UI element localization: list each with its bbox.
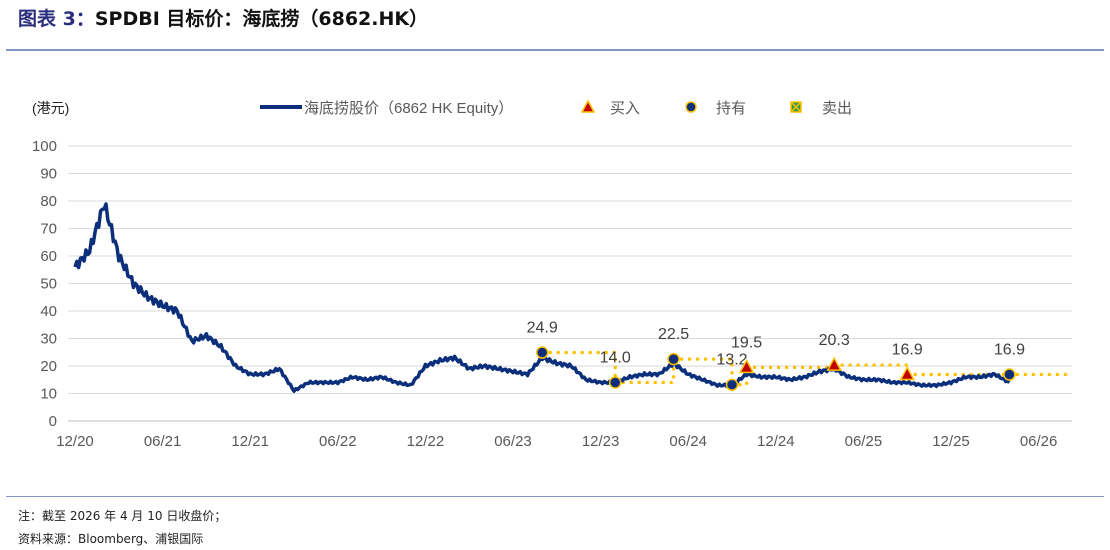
- target-price-line: [730, 365, 749, 387]
- target-price-line: [540, 350, 617, 385]
- legend-buy: 买入: [610, 100, 640, 117]
- x-tick-label: 12/24: [757, 433, 795, 450]
- x-tick-label: 12/25: [932, 433, 970, 450]
- x-tick-label: 12/23: [582, 433, 620, 450]
- y-tick-label: 30: [40, 331, 57, 348]
- legend-hold: 持有: [716, 100, 746, 117]
- footnote: 注：截至 2026 年 4 月 10 日收盘价；: [18, 509, 227, 523]
- target-price-label: 16.9: [994, 342, 1025, 359]
- target-price-label: 16.9: [892, 342, 923, 359]
- x-tick-label: 12/21: [231, 433, 269, 450]
- y-tick-label: 50: [40, 276, 57, 293]
- x-tick-label: 06/21: [144, 433, 182, 450]
- buy-marker-triangle-icon: [738, 358, 755, 374]
- figure-title-text: SPDBI 目标价：海底捞（6862.HK）: [94, 8, 429, 30]
- y-tick-label: 20: [40, 358, 57, 375]
- target-price-label: 20.3: [819, 332, 850, 349]
- legend-price: 海底捞股价（6862 HK Equity）: [304, 100, 513, 117]
- buy-marker-triangle-icon: [826, 356, 842, 371]
- footer-rule: [6, 496, 1104, 497]
- hold-marker-circle-icon: [725, 378, 739, 391]
- x-tick-label: 12/22: [407, 433, 445, 450]
- price-series-line: [73, 202, 1011, 393]
- legend-buy-triangle-icon: [580, 99, 596, 113]
- hold-marker-circle-icon: [535, 346, 549, 359]
- target-price-label: 24.9: [527, 320, 558, 337]
- target-price-label: 19.5: [731, 334, 762, 351]
- y-tick-label: 0: [49, 413, 57, 430]
- x-tick-label: 06/23: [494, 433, 532, 450]
- legend-hold-circle-icon: [685, 101, 697, 113]
- header-rule: [6, 49, 1104, 51]
- y-axis-label: (港元): [32, 100, 69, 116]
- legend-sell: 卖出: [822, 100, 852, 117]
- hold-marker-circle-icon: [608, 376, 622, 389]
- price-chart: 0 10 20 30 40 50 60 70 80 90 100 12/20 06/21 12/21 06/…: [32, 99, 1074, 450]
- y-tick-label: 100: [32, 138, 57, 155]
- y-tick-label: 10: [40, 386, 57, 403]
- y-tick-label: 80: [40, 193, 57, 210]
- x-tick-label: 06/24: [669, 433, 707, 450]
- buy-marker-triangle-icon: [899, 365, 915, 381]
- source-note: 资料来源：Bloomberg、浦银国际: [18, 532, 204, 546]
- y-tick-label: 40: [40, 303, 57, 320]
- figure-number: 图表 3：: [18, 8, 95, 30]
- x-tick-label: 06/26: [1020, 433, 1058, 450]
- x-tick-label: 12/20: [56, 433, 94, 450]
- figure-title: 图表 3：SPDBI 目标价：海底捞（6862.HK）: [18, 4, 428, 31]
- legend-sell-x-mark: [791, 102, 801, 112]
- x-tick-label: 06/25: [845, 433, 883, 450]
- hold-marker-circle-icon: [667, 352, 680, 366]
- y-tick-label: 60: [40, 248, 57, 265]
- hold-marker-circle-icon: [1003, 368, 1016, 381]
- x-tick-label: 06/22: [319, 433, 357, 450]
- y-tick-label: 70: [40, 221, 57, 238]
- target-price-label: 22.5: [658, 326, 689, 343]
- target-price-label: 13.2: [716, 352, 747, 369]
- y-tick-label: 90: [40, 166, 57, 183]
- target-price-label: 14.0: [600, 350, 631, 367]
